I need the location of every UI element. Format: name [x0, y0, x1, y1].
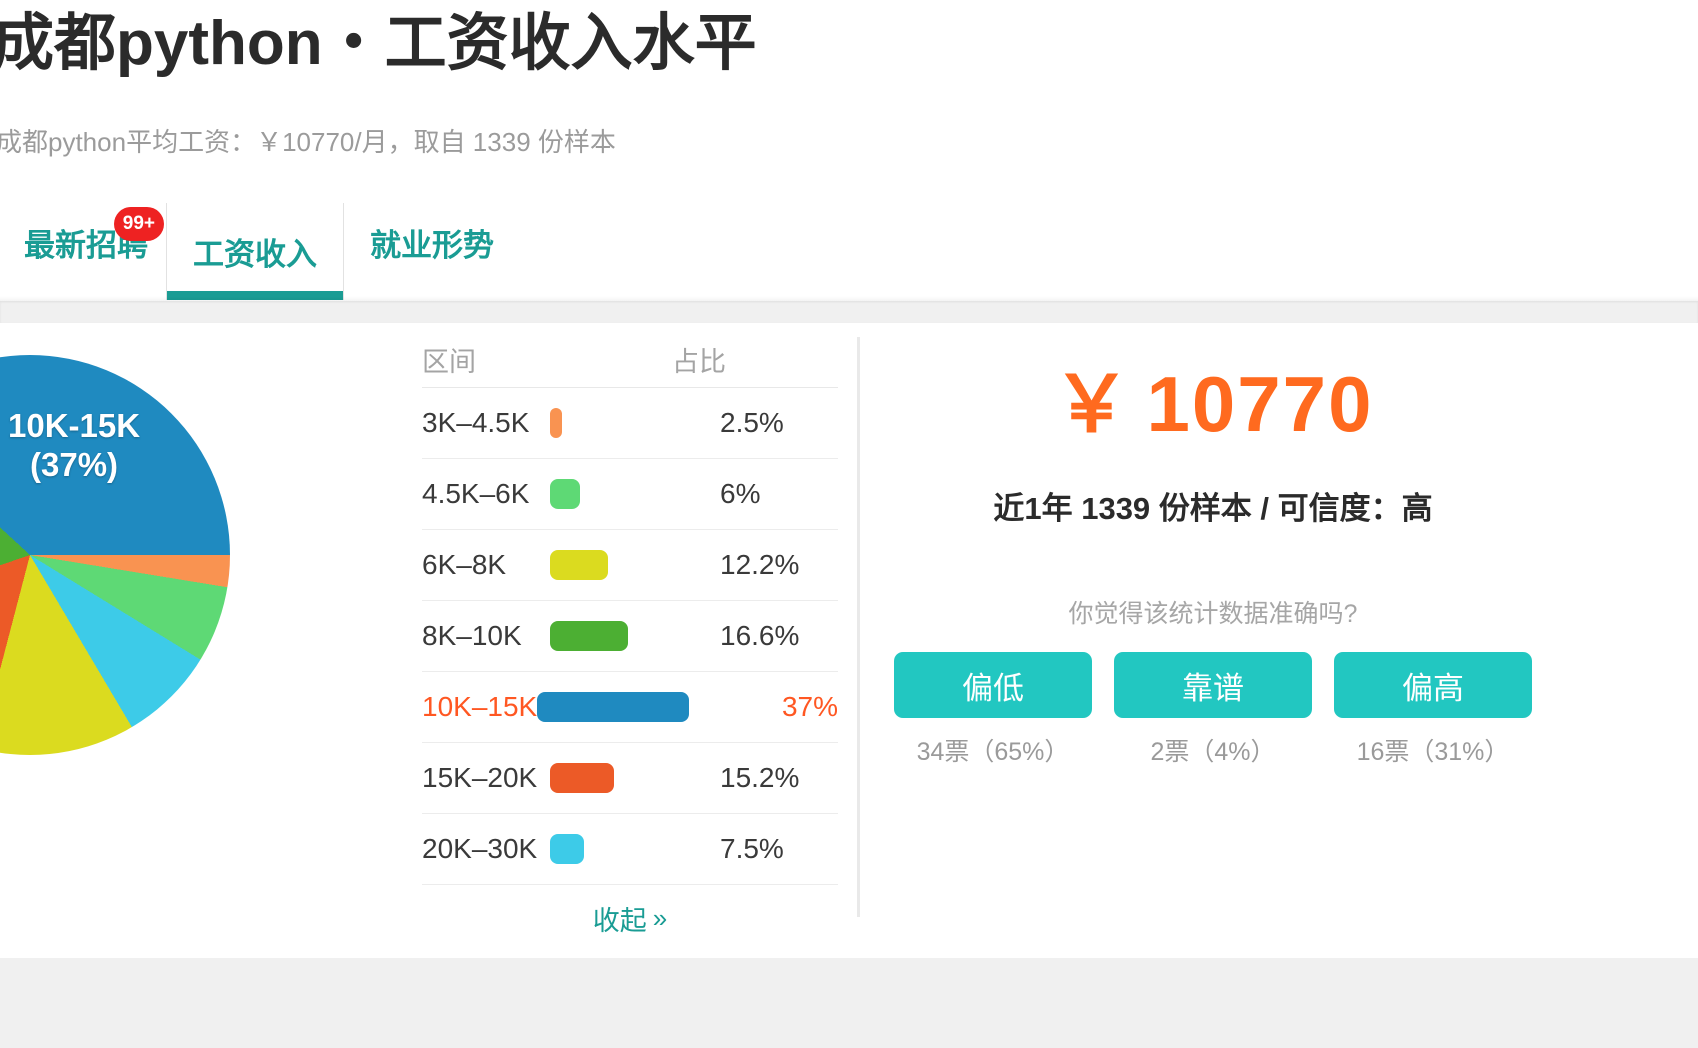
range-label: 6K–8K: [422, 549, 507, 580]
sample-info: 近1年 1339 份样本 / 可信度：高: [993, 491, 1433, 526]
footer-band: [0, 958, 1698, 1048]
bar-cell: [537, 692, 774, 722]
bar-cell: [550, 408, 712, 438]
currency-symbol: ￥: [1052, 360, 1133, 448]
average-salary-panel: ￥ 10770 近1年 1339 份样本 / 可信度：高 你觉得该统计数据准确吗?…: [868, 331, 1558, 768]
percent-bar: [550, 834, 584, 864]
table-row[interactable]: 8K–10K 16.6%: [422, 601, 838, 672]
bar-cell: [550, 763, 712, 793]
range-label: 20K–30K: [422, 833, 538, 864]
collapse-toggle[interactable]: 收起 »: [422, 885, 838, 951]
range-label: 8K–10K: [422, 620, 522, 651]
tab-employment-trend-label: 就业形势: [370, 227, 494, 263]
main-content: 10K-15K(37%) 8K-10K(16.6%) 区间 占比 3K–4.5K…: [0, 323, 1698, 943]
percent-label: 2.5%: [720, 407, 784, 438]
vote-accurate-button[interactable]: 靠谱: [1114, 652, 1312, 718]
salary-value: 10770: [1146, 360, 1374, 448]
band-shadow: [0, 296, 1698, 302]
average-salary-amount: ￥ 10770: [868, 365, 1558, 443]
percent-label: 12.2%: [720, 549, 800, 580]
vertical-divider: [857, 337, 860, 917]
vote-button-group: 偏低 34票（65%） 靠谱 2票（4%） 偏高 16票（31%）: [868, 652, 1558, 768]
salary-distribution-pie-chart: 10K-15K(37%) 8K-10K(16.6%): [0, 355, 390, 915]
vote-accurate-count: 2票（4%）: [1150, 738, 1276, 766]
column-header-range: 区间: [422, 346, 476, 377]
notification-badge: 99+: [113, 207, 164, 241]
range-label: 10K–15K: [422, 691, 538, 722]
percent-label: 15.2%: [720, 762, 800, 793]
page-subtitle: 成都python平均工资：￥10770/月，取自 1339 份样本: [0, 127, 616, 157]
percent-bar: [550, 479, 580, 509]
table-row[interactable]: 4.5K–6K 6%: [422, 459, 838, 530]
percent-label: 6%: [720, 478, 761, 509]
table-row[interactable]: 6K–8K 12.2%: [422, 530, 838, 601]
collapse-label: 收起: [592, 905, 647, 936]
bar-cell: [550, 479, 712, 509]
tab-active-underline: [167, 291, 343, 300]
percent-bar: [550, 621, 628, 651]
tab-bar: 最新招聘 99+ 工资收入 就业形势: [0, 203, 520, 300]
table-header-row: 区间 占比: [422, 331, 838, 388]
percent-bar: [537, 692, 690, 722]
vote-option-low: 偏低 34票（65%）: [894, 652, 1092, 768]
bar-cell: [550, 621, 712, 651]
tab-salary-income-label: 工资收入: [193, 237, 317, 272]
chevron-right-icon: »: [652, 902, 668, 933]
percent-bar: [550, 550, 608, 580]
vote-high-button[interactable]: 偏高: [1334, 652, 1532, 718]
bar-cell: [550, 550, 712, 580]
percent-bar: [550, 763, 614, 793]
table-row[interactable]: 20K–30K 7.5%: [422, 814, 838, 885]
range-label: 15K–20K: [422, 762, 538, 793]
percent-bar: [550, 408, 562, 438]
percent-label: 7.5%: [720, 833, 784, 864]
tab-salary-income[interactable]: 工资收入: [166, 203, 344, 300]
section-separator-band: [0, 301, 1698, 323]
salary-range-table: 区间 占比 3K–4.5K 2.5% 4.5K–6K 6% 6K–8K 12.2% 8K–1…: [422, 331, 838, 951]
pie-slice-label-10k-15k: 10K-15K (37%): [8, 407, 141, 483]
table-row[interactable]: 3K–4.5K 2.5%: [422, 388, 838, 459]
page-title: 成都python・工资收入水平: [0, 9, 757, 78]
vote-low-count: 34票（65%）: [916, 738, 1070, 766]
range-label: 4.5K–6K: [422, 478, 530, 509]
vote-high-count: 16票（31%）: [1356, 738, 1510, 766]
column-header-percent: 占比: [672, 346, 726, 377]
table-row[interactable]: 15K–20K 15.2%: [422, 743, 838, 814]
tab-latest-jobs[interactable]: 最新招聘 99+: [0, 203, 166, 281]
range-label: 3K–4.5K: [422, 407, 530, 438]
percent-label: 16.6%: [720, 620, 800, 651]
tab-employment-trend[interactable]: 就业形势: [344, 203, 520, 281]
table-body: 3K–4.5K 2.5% 4.5K–6K 6% 6K–8K 12.2% 8K–10K 16.6…: [422, 388, 838, 885]
table-row[interactable]: 10K–15K 37%: [422, 672, 838, 743]
vote-option-accurate: 靠谱 2票（4%）: [1114, 652, 1312, 768]
vote-option-high: 偏高 16票（31%）: [1334, 652, 1532, 768]
percent-label: 37%: [781, 691, 838, 722]
page-header: 成都python・工资收入水平 成都python平均工资：￥10770/月，取自…: [0, 0, 1698, 300]
bar-cell: [550, 834, 712, 864]
vote-low-button[interactable]: 偏低: [894, 652, 1092, 718]
accuracy-question: 你觉得该统计数据准确吗?: [1068, 600, 1358, 628]
